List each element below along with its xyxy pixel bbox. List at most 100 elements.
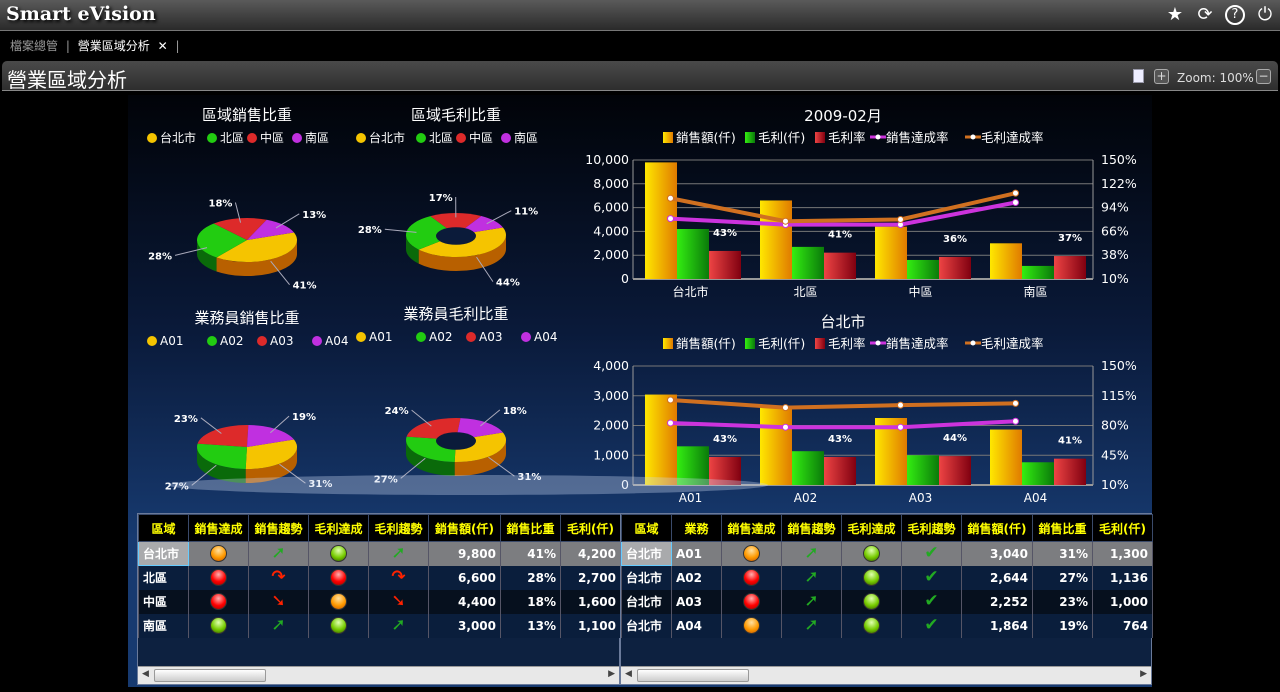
pie-label: 31% [517, 472, 541, 483]
column-header[interactable]: 銷售達成 [721, 514, 782, 542]
column-header[interactable]: 銷售達成 [188, 514, 249, 542]
pie-slice [216, 232, 297, 263]
donut-hole [436, 432, 476, 450]
star-icon[interactable]: ★ [1166, 4, 1184, 25]
ratio-cell: 31% [1032, 541, 1093, 566]
tab-file-manager[interactable]: 檔案總管 [10, 39, 59, 53]
trend-cell: ↷ [368, 565, 429, 590]
category-label: 台北市 [672, 284, 708, 299]
table-row[interactable]: 台北市 A03 ➚ ✔ 2,252 23% 1,000 [621, 589, 1153, 614]
column-header[interactable]: 銷售比重 [500, 514, 561, 542]
trend-up-icon: ➚ [804, 543, 819, 564]
table-row[interactable]: 台北市 ➚ ➚ 9,800 41% 4,200 [138, 541, 621, 566]
region-cell: 中區 [138, 589, 189, 614]
left-axis-tick: 0 [621, 271, 629, 286]
trend-cell: ✔ [901, 613, 962, 638]
pie-slice-side [406, 235, 419, 264]
legend-marker [257, 336, 267, 346]
bar-data-label: 41% [828, 230, 852, 241]
region-cell: 台北市 [138, 541, 189, 566]
status-light [841, 565, 902, 590]
tab-close-icon[interactable]: ✕ [157, 39, 168, 53]
region-cell: 台北市 [621, 565, 672, 590]
help-icon[interactable]: ? [1225, 5, 1245, 25]
bar-margin [709, 250, 741, 279]
line-point [667, 396, 674, 404]
table-row[interactable]: 台北市 A02 ➚ ✔ 2,644 27% 1,136 [621, 565, 1153, 590]
right-axis-tick: 115% [1101, 388, 1137, 403]
trend-cell: ➚ [781, 589, 842, 614]
line-point [667, 194, 674, 202]
column-header[interactable]: 區域 [138, 514, 189, 542]
left-axis-tick: 0 [621, 477, 629, 492]
power-icon[interactable]: ⏻ [1257, 4, 1273, 25]
status-light [721, 613, 782, 638]
sales-cell: 6,600 [428, 565, 501, 590]
pie-label: 24% [385, 406, 409, 417]
profit-cell: 764 [1092, 613, 1153, 638]
column-header[interactable]: 毛利達成 [841, 514, 902, 542]
trend-cell: ➚ [368, 613, 429, 638]
bar-margin [1054, 458, 1086, 485]
status-light [841, 613, 902, 638]
pie-chart [400, 409, 515, 479]
column-header[interactable]: 毛利趨勢 [901, 514, 962, 542]
pie-label: 28% [358, 225, 382, 236]
left-axis-tick: 8,000 [593, 176, 629, 191]
table-row[interactable]: 台北市 A04 ➚ ✔ 1,864 19% 764 [621, 613, 1153, 638]
refresh-icon[interactable]: ⟳ [1197, 4, 1213, 25]
zoom-in-button[interactable]: + [1154, 69, 1169, 84]
column-header[interactable]: 銷售趨勢 [248, 514, 309, 542]
table-row[interactable]: 北區 ↷ ↷ 6,600 28% 2,700 [138, 565, 621, 590]
pie-slice-side [245, 447, 297, 483]
right-axis-tick: 10% [1101, 271, 1129, 286]
trend-check-icon: ✔ [924, 591, 939, 611]
column-header[interactable]: 銷售趨勢 [781, 514, 842, 542]
column-header[interactable]: 毛利(仟) [1092, 514, 1153, 542]
pie-slice [197, 443, 247, 469]
category-label: A02 [794, 491, 817, 505]
table-row[interactable]: 台北市 A01 ➚ ✔ 3,040 31% 1,300 [621, 541, 1153, 566]
column-header[interactable]: 業務 [671, 514, 722, 542]
profit-cell: 2,700 [560, 565, 621, 590]
legend-marker [147, 336, 157, 346]
trend-check-icon: ✔ [924, 615, 939, 635]
region-table-scrollbar[interactable]: ◀ ▶ [138, 666, 619, 684]
pie-label: 31% [308, 479, 332, 490]
pie-label: 44% [496, 278, 520, 289]
right-axis-tick: 122% [1101, 176, 1137, 191]
rep-table-scrollbar[interactable]: ◀ ▶ [621, 666, 1151, 684]
scroll-thumb[interactable] [154, 669, 266, 682]
trend-down-icon: ➘ [391, 591, 406, 611]
pie-slice-side [197, 240, 217, 272]
column-header[interactable]: 銷售比重 [1032, 514, 1093, 542]
table-row[interactable]: 南區 ➚ ➚ 3,000 13% 1,100 [138, 613, 621, 638]
profit-cell: 1,100 [560, 613, 621, 638]
scroll-thumb[interactable] [637, 669, 749, 682]
column-header[interactable]: 銷售額(仟) [428, 514, 501, 542]
table-row[interactable]: 中區 ➘ ➘ 4,400 18% 1,600 [138, 589, 621, 614]
column-header[interactable]: 區域 [621, 514, 672, 542]
pie-leader-line [411, 409, 432, 427]
column-header[interactable]: 毛利(仟) [560, 514, 621, 542]
pie-leader-line [270, 260, 290, 285]
bar-margin [939, 456, 971, 485]
trend-check-icon: ✔ [924, 567, 939, 587]
app-title: Smart eVision [6, 3, 156, 25]
right-axis-tick: 150% [1101, 152, 1137, 167]
tab-sales-region-analysis[interactable]: 營業區域分析 [77, 39, 150, 53]
tab-separator: | [65, 39, 70, 53]
orange-light-icon [743, 545, 760, 563]
column-header[interactable]: 銷售額(仟) [961, 514, 1033, 542]
column-header[interactable]: 毛利趨勢 [368, 514, 429, 542]
legend-dot [875, 134, 881, 140]
document-icon[interactable] [1133, 69, 1144, 83]
rep-table: 區域 業務 銷售達成 銷售趨勢 毛利達成 毛利趨勢 銷售額(仟) 銷售比重 毛利(仟) 台北市 A… [621, 514, 1153, 638]
pie-label: 41% [293, 281, 317, 292]
zoom-out-button[interactable]: − [1256, 69, 1271, 84]
bar-profit [677, 229, 709, 279]
column-header[interactable]: 毛利達成 [308, 514, 369, 542]
ratio-cell: 41% [500, 541, 561, 566]
trend-up-icon: ➚ [271, 543, 286, 564]
pie-chart [384, 196, 512, 282]
